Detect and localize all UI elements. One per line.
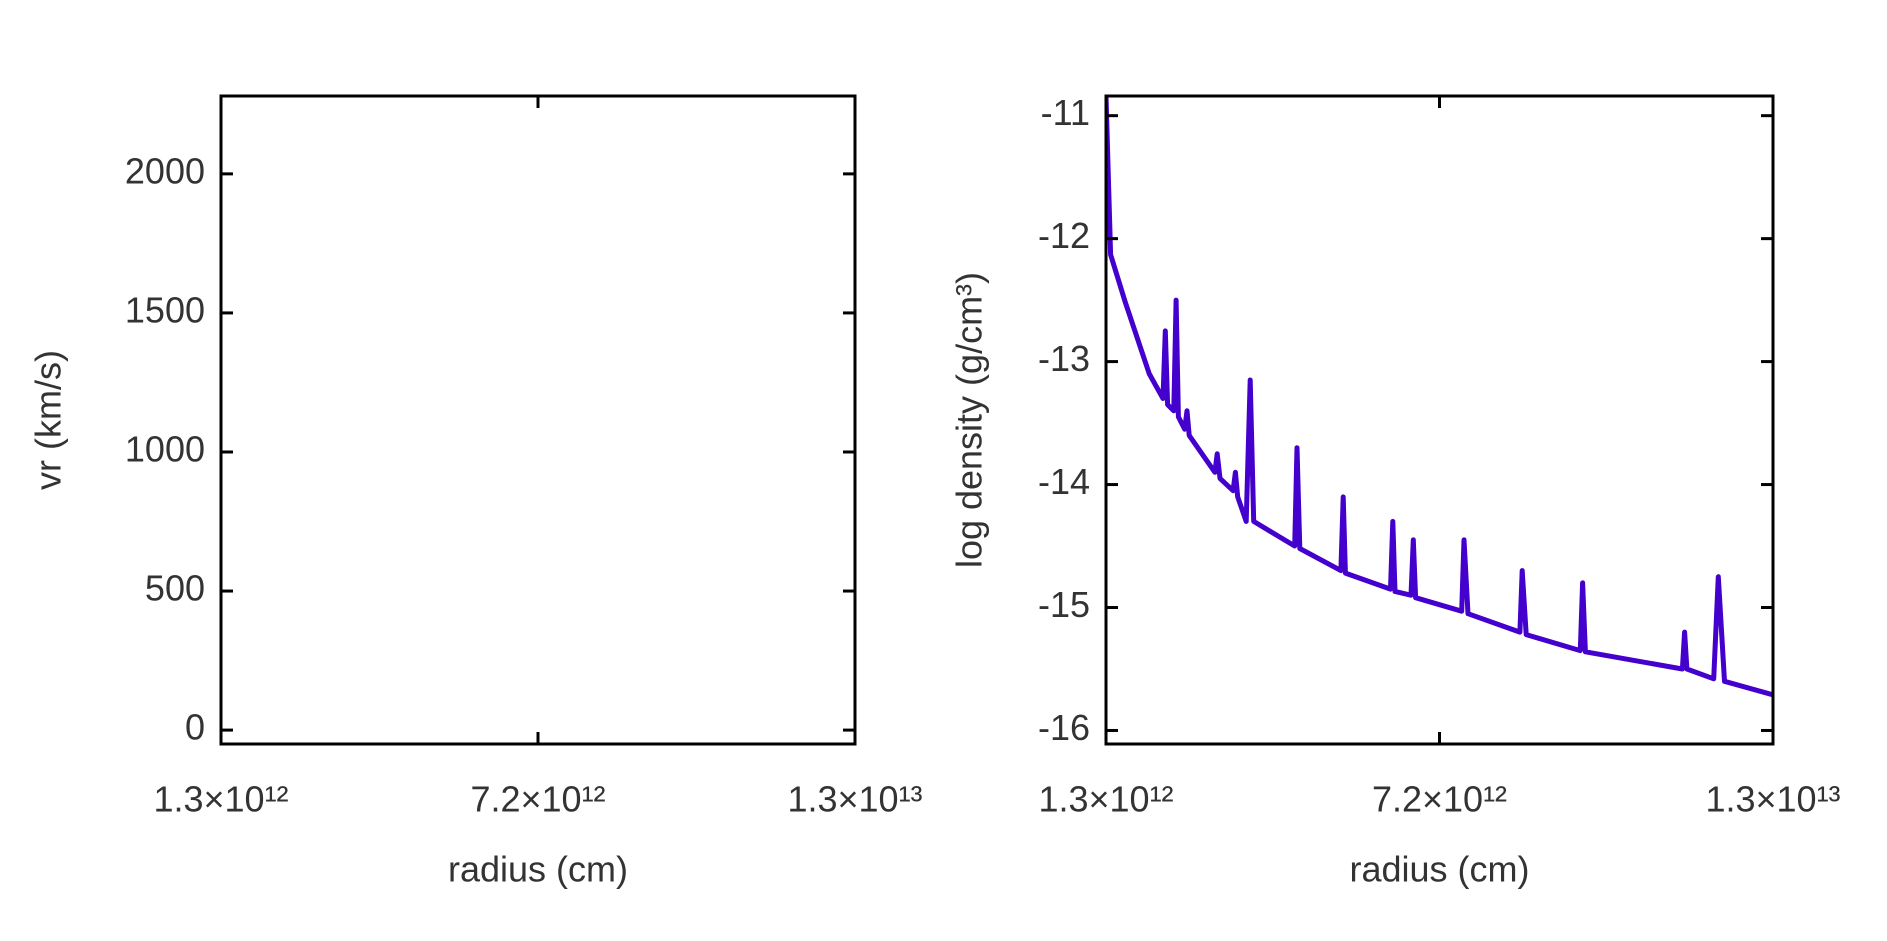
y-tick-label: -13 [1038, 338, 1090, 379]
y-tick-label: -15 [1038, 584, 1090, 625]
x-axis-label: radius (cm) [1349, 849, 1529, 890]
panel: 1.3×10¹² 7.2×10¹² 1.3×10¹³ 0 500 1000 1500 2000… [28, 94, 923, 890]
axes-frame [1104, 94, 1775, 746]
y-tick-label: -11 [1041, 92, 1090, 133]
y-tick-label: -12 [1038, 215, 1090, 256]
y-tick-label: 500 [145, 568, 205, 609]
panel: 1.3×10¹² 7.2×10¹² 1.3×10¹³ -16 -15 -14 -13 -12 -… [221, 92, 1841, 890]
data-line [221, 121, 855, 743]
x-tick-label: 1.3×10¹³ [1705, 779, 1840, 820]
y-axis-label: vr (km/s) [28, 350, 69, 490]
x-tick-label: 1.3×10¹³ [787, 779, 922, 820]
y-axis-label: log density (g/cm³) [949, 272, 990, 568]
x-tick-label: 1.3×10¹² [1038, 779, 1173, 820]
data-line [1106, 96, 1773, 698]
x-tick-label: 7.2×10¹² [470, 779, 605, 820]
y-tick-label: -14 [1038, 461, 1090, 502]
plot-area [221, 96, 1773, 743]
x-axis-label: radius (cm) [448, 849, 628, 890]
y-tick-label: -16 [1038, 707, 1090, 748]
axes-frame [219, 94, 857, 746]
data-line [221, 97, 855, 743]
y-tick-label: 2000 [125, 150, 205, 191]
x-tick-label: 1.3×10¹² [153, 779, 288, 820]
y-tick-label: 1500 [125, 289, 205, 330]
x-tick-label: 7.2×10¹² [1372, 779, 1507, 820]
y-tick-label: 1000 [125, 428, 205, 469]
y-tick-label: 0 [185, 707, 205, 748]
